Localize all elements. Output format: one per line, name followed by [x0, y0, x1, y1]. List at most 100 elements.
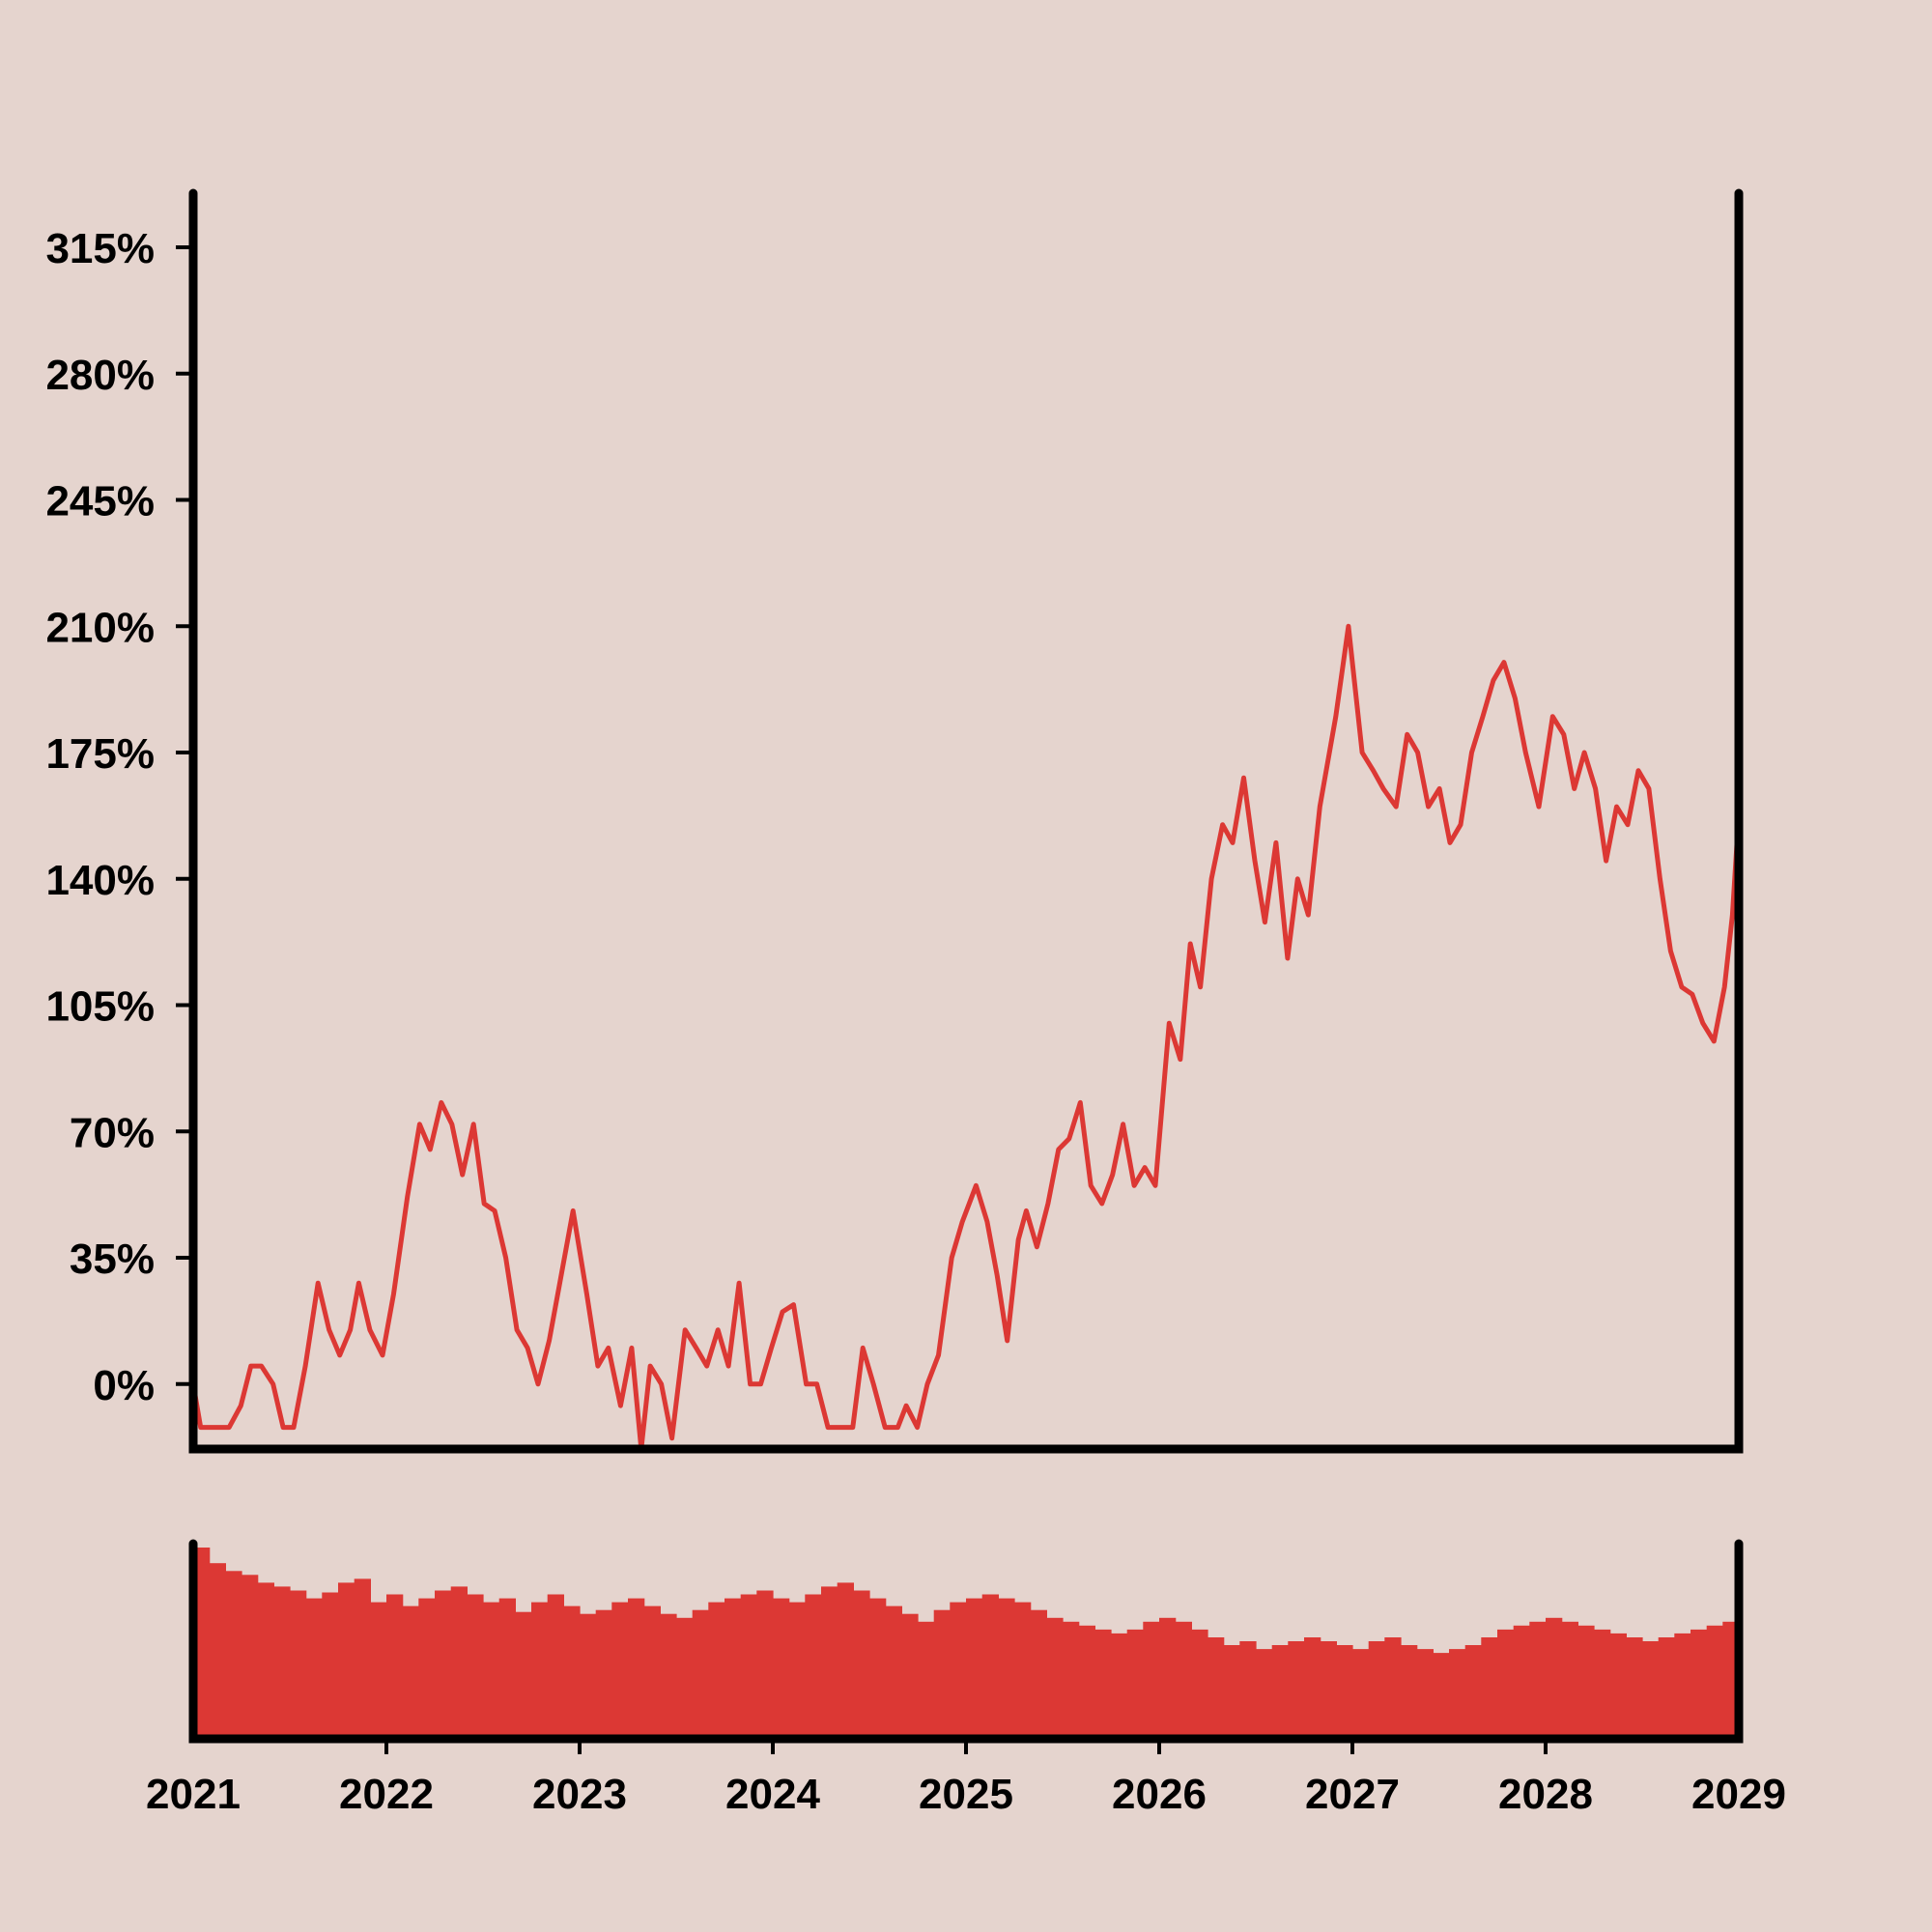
volume-bar	[1401, 1645, 1418, 1739]
volume-bar	[966, 1598, 983, 1739]
volume-bar	[450, 1586, 468, 1739]
series-line	[190, 623, 1742, 1452]
volume-bar	[418, 1598, 436, 1739]
volume-bar	[1481, 1637, 1498, 1739]
volume-bar	[901, 1613, 919, 1739]
volume-bar	[322, 1592, 339, 1739]
volume-bar	[338, 1582, 355, 1739]
volume-bar	[933, 1609, 951, 1739]
y-tick-label: 70%	[70, 1109, 155, 1156]
x-axis-ticks: 2021 2022 2023 2024 2025 2026 2027 2028 2029	[146, 1739, 1786, 1818]
volume-bar	[515, 1611, 532, 1739]
volume-bar	[724, 1598, 742, 1739]
volume-bar	[498, 1598, 516, 1739]
volume-bar	[1352, 1649, 1370, 1739]
volume-bar	[209, 1563, 226, 1739]
x-tick-label: 2027	[1305, 1771, 1400, 1818]
price-panel-frame	[188, 188, 1744, 1454]
volume-bar	[1191, 1629, 1208, 1739]
volume-bar	[998, 1598, 1015, 1739]
volume-bar	[531, 1602, 549, 1739]
y-tick-label: 0%	[93, 1362, 155, 1409]
volume-bar	[1416, 1649, 1434, 1739]
volume-bar	[1256, 1649, 1273, 1739]
volume-bar	[740, 1594, 757, 1739]
volume-bar	[1529, 1621, 1547, 1739]
volume-bar	[1078, 1625, 1095, 1739]
volume-bar	[950, 1602, 967, 1739]
volume-bar	[1030, 1609, 1047, 1739]
x-tick-label: 2022	[339, 1771, 434, 1818]
volume-bar	[273, 1586, 291, 1739]
volume-bar	[1546, 1617, 1563, 1739]
y-tick-label: 140%	[45, 857, 155, 904]
volume-bar	[692, 1609, 709, 1739]
volume-bar	[869, 1598, 887, 1739]
volume-bar	[918, 1621, 935, 1739]
volume-bar	[1706, 1625, 1723, 1739]
volume-bar	[1561, 1621, 1578, 1739]
volume-bar	[1304, 1637, 1321, 1739]
volume-bar	[1094, 1629, 1112, 1739]
volume-bar	[1384, 1637, 1402, 1739]
volume-bar	[1046, 1617, 1064, 1739]
volume-bar	[1658, 1637, 1675, 1739]
volume-bar	[1674, 1633, 1691, 1739]
volume-bar	[756, 1590, 774, 1739]
volume-bar	[1609, 1633, 1627, 1739]
volume-bar	[1513, 1625, 1530, 1739]
volume-bar	[643, 1605, 661, 1739]
volume-bar	[1111, 1633, 1128, 1739]
volume-bar	[305, 1598, 323, 1739]
x-tick-label: 2029	[1691, 1771, 1786, 1818]
y-tick-label: 315%	[45, 225, 155, 272]
volume-bar	[676, 1617, 694, 1739]
volume-bar	[242, 1575, 259, 1739]
volume-bar	[708, 1602, 725, 1739]
volume-bar	[1014, 1602, 1032, 1739]
volume-bar	[1449, 1649, 1466, 1739]
volume-bar	[1464, 1645, 1482, 1739]
volume-bar	[580, 1613, 597, 1739]
volume-bar	[1126, 1629, 1144, 1739]
volume-bar	[821, 1586, 838, 1739]
volume-bar	[773, 1598, 790, 1739]
volume-bar	[1690, 1629, 1708, 1739]
volume-bar	[547, 1594, 564, 1739]
x-tick-label: 2028	[1498, 1771, 1593, 1818]
volume-bar	[805, 1594, 822, 1739]
volume-bar	[595, 1609, 612, 1739]
volume-bar	[660, 1613, 677, 1739]
volume-bar	[370, 1602, 387, 1739]
y-tick-label: 280%	[45, 352, 155, 399]
volume-bar	[981, 1594, 999, 1739]
volume-bar	[628, 1598, 645, 1739]
volume-bar	[563, 1605, 581, 1739]
volume-bar	[1642, 1641, 1660, 1739]
x-tick-label: 2021	[146, 1771, 241, 1818]
volume-bar	[1288, 1641, 1305, 1739]
x-tick-label: 2025	[919, 1771, 1013, 1818]
volume-bar	[1159, 1617, 1177, 1739]
volume-bar	[435, 1590, 452, 1739]
volume-bar	[467, 1594, 484, 1739]
volume-bar	[1433, 1653, 1450, 1739]
volume-bar	[354, 1578, 371, 1739]
volume-bar	[290, 1590, 307, 1739]
volume-bar	[225, 1571, 242, 1739]
volume-bar	[1223, 1645, 1240, 1739]
volume-bar	[1271, 1645, 1289, 1739]
y-axis-ticks: 0% 35% 70% 105% 140% 175% 210% 245% 280% 315%	[45, 225, 193, 1409]
volume-bar	[1577, 1625, 1595, 1739]
volume-bar	[853, 1590, 870, 1739]
volume-bar	[885, 1605, 902, 1739]
volume-bar	[257, 1582, 274, 1739]
volume-bar	[1368, 1641, 1385, 1739]
volume-bar	[1497, 1629, 1515, 1739]
x-tick-label: 2024	[725, 1771, 820, 1818]
volume-bar	[611, 1602, 629, 1739]
volume-bar	[1175, 1621, 1192, 1739]
volume-bar	[402, 1605, 419, 1739]
volume-bar	[1336, 1645, 1353, 1739]
